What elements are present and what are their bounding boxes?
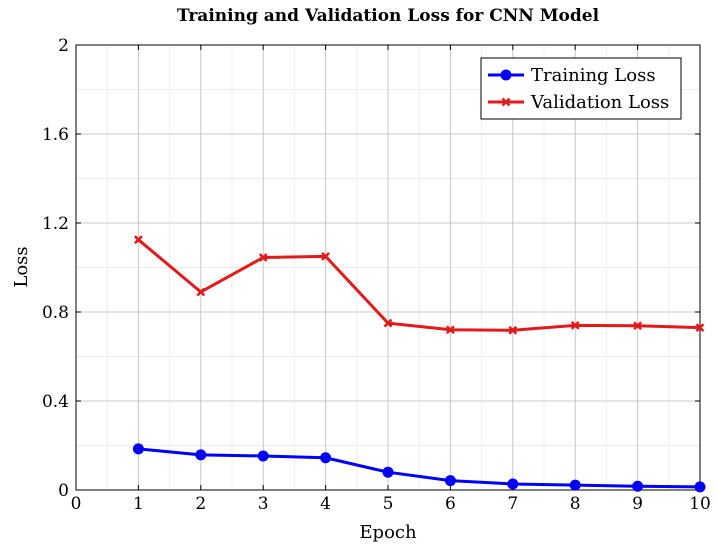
y-tick-label: 2 — [58, 36, 69, 56]
x-tick-label: 3 — [258, 494, 269, 514]
data-point — [132, 443, 144, 455]
series-line-1 — [136, 447, 702, 489]
data-point — [196, 287, 206, 297]
x-tick-label: 2 — [195, 494, 206, 514]
y-tick-label: 0 — [58, 481, 69, 501]
series-line-2 — [136, 238, 702, 332]
data-point — [258, 253, 268, 262]
y-axis-label: Loss — [11, 246, 32, 287]
data-point — [321, 251, 330, 261]
x-axis-label: Epoch — [359, 522, 417, 543]
x-tick-label: 1 — [133, 494, 144, 514]
x-tick-label: 10 — [689, 494, 711, 514]
legend: Training Loss Validation Loss — [480, 57, 682, 120]
data-point — [195, 449, 207, 461]
x-tick-label: 0 — [71, 494, 82, 514]
legend-marker — [500, 69, 512, 81]
legend-label: Training Loss — [531, 65, 656, 86]
data-point — [508, 325, 518, 335]
y-tick-label: 1.2 — [42, 214, 69, 234]
chart-title: Training and Validation Loss for CNN Mod… — [177, 6, 600, 26]
y-tick-label: 0.8 — [42, 303, 69, 323]
series-layer — [132, 235, 706, 493]
data-point — [134, 235, 143, 245]
x-tick-label: 6 — [445, 494, 456, 514]
grid — [75, 44, 701, 491]
x-tick-label: 7 — [507, 494, 518, 514]
x-tick-label: 9 — [632, 494, 643, 514]
data-point — [444, 475, 456, 487]
x-tick-label: 8 — [570, 494, 581, 514]
y-tick-label: 0.4 — [42, 392, 69, 412]
data-point — [695, 323, 705, 332]
data-point — [632, 480, 644, 492]
data-point — [382, 466, 394, 478]
data-point — [569, 479, 581, 491]
data-point — [507, 478, 519, 490]
x-tick-label: 4 — [320, 494, 331, 514]
data-point — [257, 450, 269, 462]
axes: 0 1 2 3 4 5 6 7 8 9 10 0 0.4 0.8 1.2 1.6 2 — [42, 36, 711, 514]
data-point — [694, 481, 706, 493]
data-point — [633, 321, 642, 331]
data-point — [320, 452, 332, 464]
legend-marker — [501, 97, 511, 107]
data-point — [383, 318, 393, 328]
y-tick-label: 1.6 — [42, 125, 69, 145]
data-point — [570, 320, 580, 330]
legend-label: Validation Loss — [530, 92, 669, 113]
x-tick-label: 5 — [383, 494, 394, 514]
data-point — [446, 325, 455, 335]
legend-box — [480, 57, 682, 120]
